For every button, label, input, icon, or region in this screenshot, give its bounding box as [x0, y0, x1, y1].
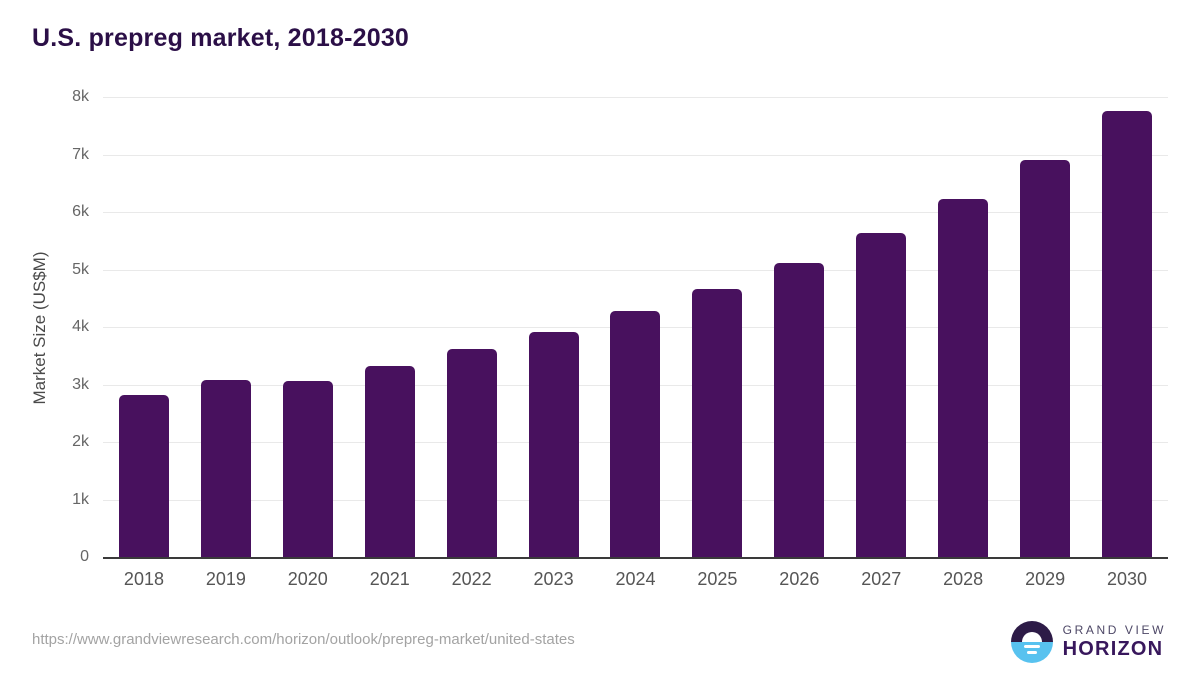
x-tick-label-2029: 2029 — [1025, 569, 1066, 589]
y-tick-label-4k: 4k — [72, 318, 89, 335]
y-axis-title: Market Size (US$M) — [30, 251, 49, 405]
x-tick-label-2021: 2021 — [369, 569, 410, 589]
x-tick-label-2020: 2020 — [287, 569, 328, 589]
x-tick-label-2018: 2018 — [123, 569, 164, 589]
x-tick-label-2023: 2023 — [533, 569, 574, 589]
bar-2029[interactable] — [1020, 159, 1071, 557]
x-tick-label-2028: 2028 — [943, 569, 984, 589]
y-tick-label-6k: 6k — [72, 203, 89, 220]
bar-2026[interactable] — [774, 262, 825, 557]
sun-dome-shape — [1021, 632, 1042, 642]
bar-slot-2027: 2027 — [840, 97, 922, 589]
gridline-6k — [103, 212, 1168, 213]
bar-2020[interactable] — [282, 381, 333, 557]
gridline-7k — [103, 154, 1168, 156]
x-tick-label-2025: 2025 — [697, 569, 738, 589]
bar-2023[interactable] — [528, 331, 579, 557]
bar-slot-2028: 2028 — [922, 97, 1004, 589]
bar-2019[interactable] — [200, 379, 251, 557]
y-tick-label-1k: 1k — [72, 490, 89, 508]
y-tick-label-3k: 3k — [72, 375, 89, 393]
bars-layer: 2018 2019 2020 2021 2022 2023 2024 2025 2026 2027… — [103, 97, 1168, 589]
x-tick-label-2030: 2030 — [1106, 569, 1148, 589]
bar-2025[interactable] — [692, 289, 743, 557]
gridline-5k — [103, 269, 1168, 271]
bar-slot-2025: 2025 — [676, 97, 758, 589]
x-tick-label-2022: 2022 — [451, 569, 492, 589]
x-tick-label-2024: 2024 — [615, 569, 656, 589]
bar-slot-2023: 2023 — [513, 97, 595, 589]
sun-reflection-line-2 — [1026, 651, 1037, 654]
bar-2024[interactable] — [610, 311, 661, 557]
y-tick-label-8k: 8k — [72, 88, 89, 105]
bar-slot-2021: 2021 — [349, 97, 431, 589]
chart-title: U.S. prepreg market, 2018-2030 — [32, 24, 410, 52]
logo-product-name: HORIZON — [1062, 638, 1164, 660]
x-tick-label-2027: 2027 — [861, 569, 902, 589]
source-url: https://www.grandviewresearch.com/horizo… — [32, 631, 575, 648]
horizon-sun-icon — [1010, 621, 1053, 663]
y-tick-label-2k: 2k — [72, 433, 89, 450]
y-tick-label-7k: 7k — [72, 145, 89, 163]
bar-2022[interactable] — [446, 349, 497, 557]
y-tick-label-5k: 5k — [72, 260, 89, 278]
bar-2028[interactable] — [938, 198, 989, 557]
bar-slot-2019: 2019 — [185, 97, 267, 589]
sun-reflection-line-1 — [1023, 645, 1040, 648]
bar-2018[interactable] — [118, 394, 169, 557]
bar-slot-2029: 2029 — [1004, 97, 1086, 589]
gridline-8k — [103, 97, 1168, 98]
y-tick-label-0: 0 — [80, 548, 89, 565]
x-tick-label-2019: 2019 — [205, 569, 246, 589]
grand-view-horizon-logo: GRAND VIEW HORIZON — [1010, 621, 1166, 663]
bar-slot-2024: 2024 — [595, 97, 677, 589]
logo-brand-name: GRAND VIEW — [1062, 623, 1166, 637]
bar-slot-2030: 2030 — [1086, 97, 1168, 589]
bar-2030[interactable] — [1102, 111, 1153, 557]
bar-2021[interactable] — [364, 365, 415, 557]
bar-slot-2020: 2020 — [267, 97, 349, 589]
plot-area: 0 1k 2k 3k 4k 5k 6k 7k 8k 2018 2019 2020 2021 2022 20… — [72, 88, 1168, 589]
bar-slot-2018: 2018 — [103, 97, 185, 589]
bar-2027[interactable] — [856, 233, 907, 557]
logo-text: GRAND VIEW HORIZON — [1063, 623, 1166, 661]
bar-slot-2022: 2022 — [431, 97, 513, 589]
bar-slot-2026: 2026 — [758, 97, 840, 589]
x-tick-label-2026: 2026 — [779, 569, 820, 589]
